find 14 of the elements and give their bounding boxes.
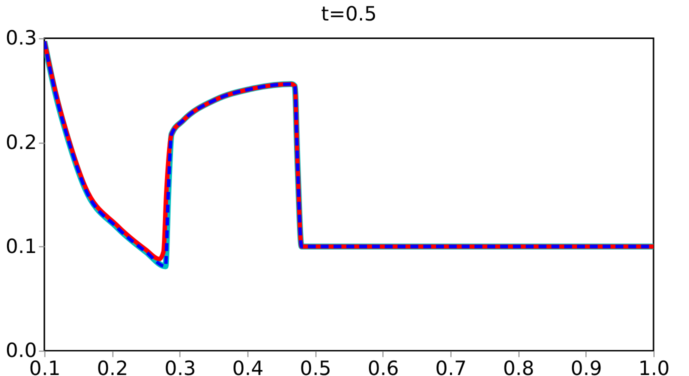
x-tick-label: 0.3	[164, 356, 196, 376]
x-tick-label: 0.1	[29, 356, 61, 376]
x-tick-label: 0.4	[232, 356, 264, 376]
x-tick-label: 0.8	[502, 356, 534, 376]
y-tick-label: 0.2	[6, 130, 37, 154]
x-tick-label: 0.7	[435, 356, 467, 376]
chart-title: t=0.5	[321, 2, 377, 26]
x-tick-label: 0.2	[96, 356, 128, 376]
x-tick-label: 0.6	[368, 356, 399, 376]
y-tick-label: 0.1	[6, 234, 37, 258]
y-tick-label: 0.3	[6, 26, 37, 50]
x-tick-label: 0.9	[570, 356, 602, 376]
x-tick-label: 0.5	[300, 356, 332, 376]
x-tick-label: 1.0	[638, 356, 670, 376]
